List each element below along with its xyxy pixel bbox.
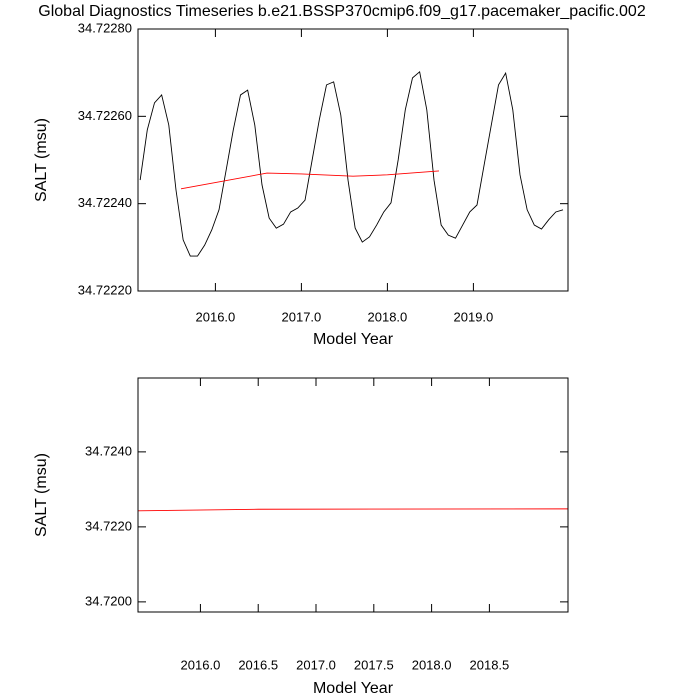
data-line: [180, 170, 440, 190]
y-axis-label: SALT (msu): [33, 453, 50, 537]
x-tick-label: 2016.0: [196, 309, 236, 324]
x-axis-label: Model Year: [313, 680, 394, 697]
y-tick-label: 34.72240: [78, 195, 132, 210]
x-tick-label: 2017.5: [354, 657, 394, 672]
x-tick-label: 2016.5: [238, 657, 278, 672]
x-tick-label: 2019.0: [454, 309, 494, 324]
x-tick-label: 2017.0: [282, 309, 322, 324]
x-tick-label: 2018.0: [412, 657, 452, 672]
x-tick-label: 2017.0: [296, 657, 336, 672]
plot-frame: [137, 377, 569, 613]
y-tick-label: 34.72260: [78, 108, 132, 123]
data-line: [139, 70, 564, 257]
x-tick-label: 2016.0: [181, 657, 221, 672]
data-line: [138, 508, 568, 512]
plot-frame: [137, 28, 569, 292]
x-tick-label: 2018.0: [368, 309, 408, 324]
y-tick-label: 34.7220: [85, 518, 132, 533]
x-axis-label: Model Year: [313, 331, 394, 348]
chart-title: Global Diagnostics Timeseries b.e21.BSSP…: [38, 3, 646, 20]
y-tick-label: 34.72280: [78, 20, 132, 35]
y-tick-label: 34.72220: [78, 282, 132, 297]
x-tick-label: 2018.5: [470, 657, 510, 672]
y-tick-label: 34.7200: [85, 593, 132, 608]
y-axis-label: SALT (msu): [33, 118, 50, 202]
y-tick-label: 34.7240: [85, 443, 132, 458]
